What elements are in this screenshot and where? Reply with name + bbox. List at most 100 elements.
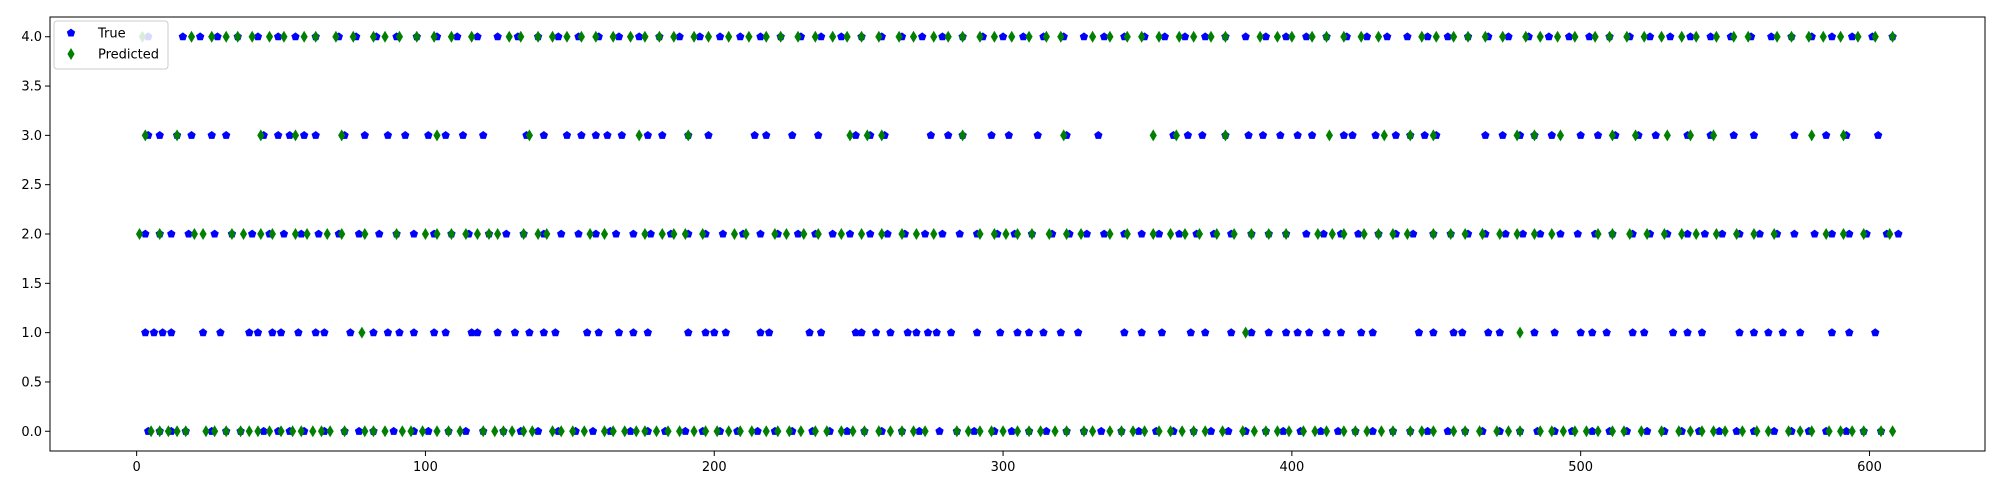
data-point [1530, 228, 1539, 240]
data-point [1848, 425, 1856, 438]
data-point [814, 228, 822, 240]
data-point [520, 228, 528, 240]
data-point [409, 328, 419, 337]
data-point [1709, 129, 1718, 142]
data-point [1481, 30, 1489, 43]
data-point [1201, 328, 1210, 337]
data-point [811, 30, 819, 43]
data-point [771, 228, 779, 240]
data-point [1686, 32, 1695, 41]
data-point [1082, 229, 1091, 238]
data-point [156, 425, 164, 438]
data-point [525, 129, 534, 142]
data-point [1247, 228, 1256, 240]
data-point [1683, 328, 1692, 337]
data-point [1886, 228, 1894, 240]
data-point [222, 425, 230, 438]
data-point [1206, 426, 1216, 435]
data-point [1325, 129, 1334, 142]
data-point [837, 425, 845, 438]
data-point [1305, 328, 1314, 337]
data-point [793, 229, 803, 238]
data-point [1729, 130, 1738, 139]
data-point [1155, 425, 1163, 438]
data-point [736, 425, 744, 438]
data-point [1493, 425, 1501, 438]
data-point [878, 129, 886, 142]
data-point [1894, 229, 1903, 238]
data-point [1160, 32, 1169, 41]
data-point [1623, 30, 1631, 43]
data-point [1602, 328, 1611, 337]
data-point [493, 328, 502, 337]
data-point [1149, 228, 1157, 240]
data-point [1556, 129, 1565, 142]
data-point [684, 129, 692, 142]
data-point [1178, 425, 1186, 438]
data-point [866, 229, 875, 238]
data-point [1155, 30, 1163, 43]
data-point [234, 30, 242, 43]
data-point [1594, 228, 1602, 240]
data-point [1516, 425, 1524, 438]
data-point [756, 328, 765, 337]
data-point [311, 130, 320, 139]
data-point [1484, 328, 1493, 337]
data-point [1137, 229, 1146, 238]
data-point [582, 328, 592, 337]
data-point [1377, 425, 1385, 438]
data-point [421, 228, 430, 240]
data-point [1190, 30, 1198, 43]
data-point [401, 130, 410, 139]
data-point [210, 229, 219, 238]
data-point [294, 328, 303, 337]
data-point [198, 328, 208, 337]
data-point [505, 30, 513, 43]
data-point [173, 425, 181, 438]
x-tick-label: 0 [133, 460, 141, 475]
data-point [1576, 130, 1585, 139]
data-point [1513, 129, 1521, 142]
data-point [268, 228, 276, 240]
data-point [1700, 229, 1710, 238]
data-point [533, 426, 543, 435]
data-point [829, 30, 837, 43]
data-point [354, 426, 364, 435]
data-point [291, 32, 300, 41]
data-point [1230, 228, 1238, 240]
data-point [291, 129, 300, 142]
data-point [1360, 228, 1368, 240]
data-point [557, 425, 565, 438]
data-point [920, 229, 930, 238]
data-point [816, 32, 826, 41]
data-point [383, 130, 393, 139]
data-point [332, 30, 340, 43]
data-point [635, 129, 643, 142]
data-point [614, 32, 624, 41]
data-point [1499, 30, 1507, 43]
data-point [167, 229, 176, 238]
data-point [641, 425, 649, 438]
data-point [1120, 328, 1129, 337]
data-point [447, 30, 456, 43]
data-point [247, 229, 257, 238]
data-point [658, 228, 666, 240]
data-point [1553, 30, 1562, 43]
data-point [1374, 228, 1383, 240]
data-point [375, 229, 384, 238]
data-point [898, 425, 906, 438]
data-point [1461, 228, 1469, 240]
data-point [1827, 229, 1837, 238]
data-point [1057, 30, 1065, 43]
data-point [756, 229, 765, 238]
data-point [222, 30, 230, 43]
data-point [563, 30, 571, 43]
data-point [1382, 32, 1392, 41]
data-point [1631, 129, 1640, 142]
data-point [1827, 32, 1837, 41]
data-point [626, 426, 635, 435]
data-point [764, 328, 774, 337]
data-point [1033, 130, 1042, 139]
data-point [1299, 425, 1308, 438]
data-point [1522, 30, 1530, 43]
